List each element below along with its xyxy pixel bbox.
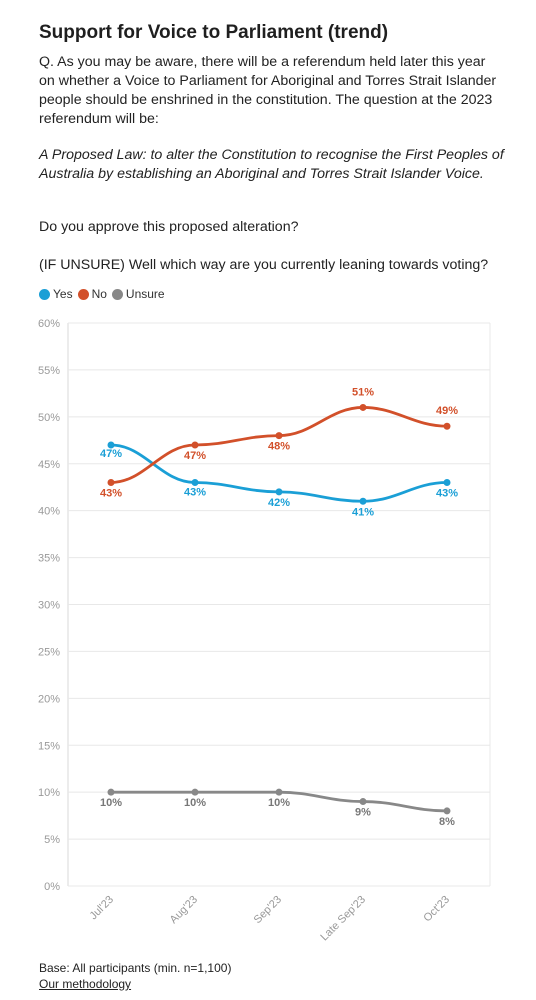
y-tick-label: 60% <box>38 318 60 330</box>
data-label-unsure: 10% <box>268 797 290 809</box>
data-point-yes <box>275 488 283 496</box>
y-tick-label: 20% <box>38 693 60 705</box>
data-point-yes <box>107 441 115 449</box>
legend-item-yes[interactable]: Yes <box>39 287 73 301</box>
legend-item-unsure[interactable]: Unsure <box>111 287 165 301</box>
data-label-yes: 47% <box>100 448 122 460</box>
data-label-no: 47% <box>184 450 206 462</box>
legend-label-no: No <box>91 287 107 301</box>
legend-label-yes: Yes <box>53 287 73 301</box>
unsure-question: (IF UNSURE) Well which way are you curre… <box>39 257 489 273</box>
x-tick-label: Oct'23 <box>421 894 452 925</box>
footer: Base: All participants (min. n=1,100) Ou… <box>39 960 231 992</box>
y-tick-label: 10% <box>38 787 60 799</box>
data-label-unsure: 10% <box>100 797 122 809</box>
legend: Yes No Unsure <box>39 287 170 301</box>
legend-swatch-yes <box>39 288 50 300</box>
data-label-no: 43% <box>100 488 122 500</box>
y-tick-label: 0% <box>44 881 60 893</box>
line-chart: 0% 5% 10% 15% 20% 25% 30% 35% 40% 45% 50% 55% 60% Jul… <box>38 318 491 944</box>
approve-question: Do you approve this proposed alteration? <box>39 219 299 235</box>
x-tick-label: Sep'23 <box>252 894 284 926</box>
data-point-yes <box>359 497 367 505</box>
data-label-unsure: 10% <box>184 797 206 809</box>
data-label-yes: 43% <box>436 488 458 500</box>
data-point-no <box>443 422 451 430</box>
y-tick-label: 15% <box>38 740 60 752</box>
data-point-unsure <box>191 788 199 796</box>
data-point-no <box>275 432 283 440</box>
methodology-link[interactable]: Our methodology <box>39 977 132 991</box>
data-point-no <box>359 403 367 411</box>
y-tick-label: 50% <box>38 412 60 424</box>
y-tick-label: 35% <box>38 553 60 565</box>
legend-item-no[interactable]: No <box>77 287 107 301</box>
data-point-no <box>191 441 199 449</box>
data-point-unsure <box>275 788 283 796</box>
x-tick-label: Aug'23 <box>168 894 200 926</box>
data-label-yes: 43% <box>184 487 206 499</box>
chart-title: Support for Voice to Parliament (trend) <box>39 22 389 43</box>
y-tick-label: 45% <box>38 459 60 471</box>
data-point-no <box>107 479 115 487</box>
data-label-no: 51% <box>352 386 374 398</box>
y-tick-label: 30% <box>38 600 60 612</box>
data-point-unsure <box>359 798 367 806</box>
data-label-no: 48% <box>268 441 290 453</box>
legend-swatch-unsure <box>111 288 123 300</box>
data-point-yes <box>443 479 451 487</box>
data-point-unsure <box>107 788 115 796</box>
legend-swatch-no <box>77 288 89 300</box>
data-label-unsure: 8% <box>439 816 455 828</box>
data-label-no: 49% <box>436 405 458 417</box>
x-tick-label: Late Sep'23 <box>318 894 368 944</box>
y-tick-label: 40% <box>38 506 60 518</box>
base-note: Base: All participants (min. n=1,100) <box>39 961 232 975</box>
legend-label-unsure: Unsure <box>125 287 165 301</box>
x-tick-label: Jul'23 <box>88 894 117 923</box>
data-point-unsure <box>443 807 451 815</box>
proposed-law-text: A Proposed Law: to alter the Constitutio… <box>39 147 504 182</box>
data-label-yes: 41% <box>352 506 374 518</box>
data-label-unsure: 9% <box>355 807 371 819</box>
question-intro: Q. As you may be aware, there will be a … <box>39 54 497 127</box>
y-tick-label: 55% <box>38 365 60 377</box>
data-point-yes <box>191 479 199 487</box>
y-tick-label: 25% <box>38 646 60 658</box>
data-label-yes: 42% <box>268 497 290 509</box>
y-tick-label: 5% <box>44 834 60 846</box>
